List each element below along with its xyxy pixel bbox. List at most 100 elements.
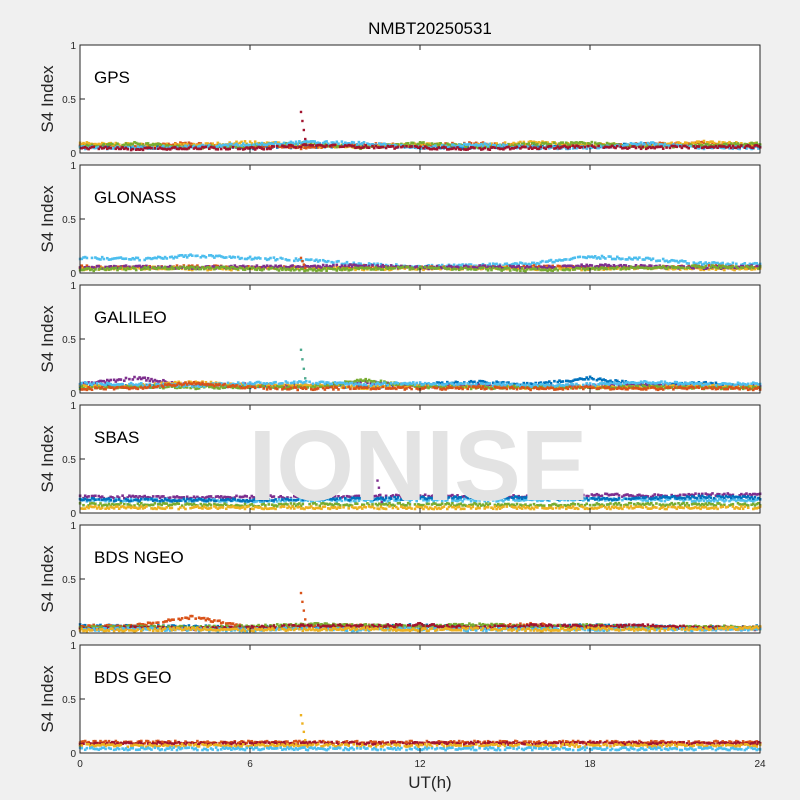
data-point [265, 258, 269, 262]
data-point [238, 266, 242, 269]
data-point [129, 267, 133, 271]
data-point [718, 266, 721, 269]
data-point [99, 143, 102, 146]
data-point [716, 143, 719, 147]
data-point [565, 145, 568, 149]
data-point [146, 267, 150, 271]
data-point [597, 256, 600, 259]
data-point [131, 378, 135, 381]
data-point [425, 143, 429, 146]
data-point [318, 385, 322, 388]
data-point [522, 145, 526, 149]
data-point [517, 264, 520, 268]
data-point [583, 268, 587, 272]
data-point [536, 142, 539, 146]
data-point [184, 385, 187, 389]
data-point [262, 267, 265, 271]
data-point [298, 265, 301, 268]
data-point [420, 143, 424, 146]
data-point [400, 266, 403, 269]
data-point [447, 264, 451, 268]
data-point [517, 144, 520, 148]
data-point [160, 143, 163, 147]
data-point [191, 268, 194, 272]
data-point [633, 142, 636, 146]
data-point [704, 145, 707, 149]
data-point [134, 148, 138, 151]
data-point [206, 142, 209, 145]
data-point [107, 379, 111, 383]
data-point [286, 258, 289, 262]
data-point [121, 267, 124, 271]
data-point [429, 147, 432, 151]
data-point [116, 378, 119, 382]
data-point [376, 384, 379, 388]
data-point [235, 386, 238, 389]
data-point [714, 144, 718, 148]
data-point [668, 384, 672, 388]
data-point [731, 265, 735, 268]
data-point [750, 265, 753, 268]
data-point [388, 145, 391, 149]
data-point [167, 144, 170, 148]
data-point [310, 267, 313, 271]
data-point [593, 146, 597, 149]
data-point [626, 383, 629, 386]
data-point [364, 377, 367, 381]
data-point [695, 264, 699, 268]
data-point [310, 386, 313, 390]
data-point [352, 144, 356, 148]
data-point [289, 144, 293, 147]
data-point [457, 263, 461, 267]
data-point [658, 141, 662, 145]
data-point [177, 267, 180, 270]
data-point [100, 143, 104, 147]
data-point [184, 141, 187, 145]
data-point [456, 146, 459, 149]
data-point [141, 264, 145, 268]
data-point [548, 142, 551, 146]
data-point [446, 148, 449, 151]
data-point [697, 261, 701, 265]
data-point [738, 267, 741, 271]
data-point [116, 265, 119, 269]
data-point [616, 267, 619, 270]
data-point [228, 267, 231, 270]
data-point [308, 265, 311, 269]
data-point [508, 264, 512, 268]
data-point [593, 268, 597, 271]
data-point [184, 254, 187, 257]
data-point [651, 146, 655, 149]
data-point [374, 264, 378, 267]
data-point [315, 141, 318, 145]
data-point [168, 148, 172, 151]
data-point [338, 268, 342, 271]
data-point [757, 267, 760, 270]
data-point [626, 385, 629, 389]
data-point [315, 144, 318, 147]
data-point [454, 147, 458, 151]
data-point [452, 146, 456, 150]
data-point [673, 144, 677, 148]
data-point [117, 378, 121, 381]
data-point [104, 145, 107, 149]
data-point [218, 143, 221, 147]
data-point [369, 379, 373, 383]
data-point [685, 145, 689, 149]
data-point [117, 144, 121, 148]
data-point [131, 256, 135, 260]
data-point [532, 264, 536, 267]
data-point [512, 264, 515, 268]
data-point [672, 259, 675, 262]
data-point [214, 266, 218, 269]
data-point [83, 255, 87, 259]
data-point [116, 142, 119, 145]
data-point [741, 266, 745, 270]
data-point [497, 265, 500, 269]
data-point [636, 143, 639, 147]
data-point [141, 148, 145, 152]
data-point [107, 265, 111, 269]
data-point [359, 262, 362, 266]
data-point [359, 387, 362, 390]
data-point [656, 259, 660, 263]
